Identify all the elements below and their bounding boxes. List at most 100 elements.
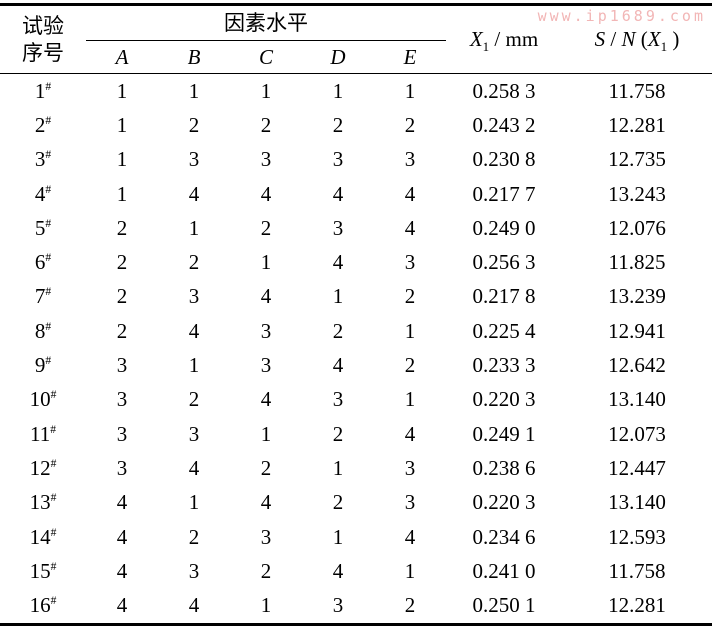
factor-level-a: 3: [116, 353, 128, 378]
sn-value: 13.140: [608, 490, 666, 515]
header-row-1: 试验 序号 因素水平 X1 / mm S / N (X1 ): [0, 4, 712, 65]
sn-value: 12.447: [608, 455, 666, 480]
factor-level-d: 2: [332, 421, 344, 446]
trial-number-header: 试验 序号: [0, 5, 86, 74]
sn-open-paren: (: [635, 27, 648, 51]
trial-number-suffix: #: [50, 526, 57, 539]
x1-value: 0.238 6: [472, 455, 536, 480]
table-row: 16# 4 4 1 3 2 0.250 1 12.281: [0, 588, 712, 624]
factor-level-c: 2: [260, 558, 272, 583]
trial-number-suffix: #: [45, 149, 52, 162]
x1-value: 0.217 8: [472, 284, 536, 309]
factor-level-c: 2: [260, 112, 272, 137]
factor-level-c: 4: [260, 387, 272, 412]
factor-level-e: 1: [404, 387, 416, 412]
orthogonal-experiment-table: 试验 序号 因素水平 X1 / mm S / N (X1 ) A B C D E…: [0, 3, 712, 626]
factor-level-d: 4: [332, 181, 344, 206]
trial-number-suffix: #: [45, 286, 52, 299]
x1-unit: / mm: [489, 27, 539, 51]
trial-number-text: 16: [29, 593, 51, 618]
trial-number-text: 6: [34, 250, 46, 275]
factor-level-d: 4: [332, 250, 344, 275]
trial-number-text: 3: [34, 147, 46, 172]
factor-level-c: 1: [260, 78, 272, 103]
factor-level-e: 4: [404, 215, 416, 240]
factor-level-d: 4: [332, 558, 344, 583]
factor-level-b: 2: [188, 250, 200, 275]
factor-level-d: 3: [332, 387, 344, 412]
factor-level-e: 4: [404, 181, 416, 206]
sn-value: 12.735: [608, 147, 666, 172]
sn-slash: /: [605, 27, 622, 51]
factor-header-C: C: [258, 44, 273, 69]
trial-number-suffix: #: [45, 252, 52, 265]
sn-value: 13.239: [608, 284, 666, 309]
factor-level-c: 3: [260, 318, 272, 343]
factor-level-d: 3: [332, 215, 344, 240]
factor-level-e: 2: [404, 593, 416, 618]
factor-level-a: 3: [116, 387, 128, 412]
table-row: 12# 3 4 2 1 3 0.238 6 12.447: [0, 451, 712, 485]
factor-level-e: 3: [404, 147, 416, 172]
trial-number: 3#: [0, 143, 86, 177]
sn-value: 11.758: [608, 78, 666, 103]
factor-level-e: 3: [404, 490, 416, 515]
x1-value: 0.230 8: [472, 147, 536, 172]
trial-number-text: 5: [34, 215, 46, 240]
factor-level-e: 1: [404, 558, 416, 583]
sn-value: 13.243: [608, 181, 666, 206]
factor-level-b: 2: [188, 524, 200, 549]
trial-number: 9#: [0, 348, 86, 382]
sn-value: 12.281: [608, 593, 666, 618]
trial-number-suffix: #: [45, 80, 52, 93]
factor-level-a: 2: [116, 318, 128, 343]
trial-number-text: 11: [29, 421, 51, 446]
factor-header-E: E: [403, 44, 417, 69]
trial-number-text: 1: [34, 78, 46, 103]
sn-value: 12.642: [608, 353, 666, 378]
x1-value: 0.233 3: [472, 353, 536, 378]
factor-level-a: 4: [116, 490, 128, 515]
table-row: 4# 1 4 4 4 4 0.217 7 13.243: [0, 177, 712, 211]
sn-n: N: [621, 27, 636, 51]
factor-level-c: 1: [260, 593, 272, 618]
factor-level-a: 2: [116, 284, 128, 309]
trial-number: 4#: [0, 177, 86, 211]
factor-level-c: 3: [260, 524, 272, 549]
trial-number: 11#: [0, 417, 86, 451]
sn-s: S: [594, 27, 606, 51]
x1-value: 0.249 0: [472, 215, 536, 240]
trial-number-text: 14: [29, 524, 51, 549]
sn-header: S / N (X1 ): [562, 5, 712, 74]
trial-number: 15#: [0, 554, 86, 588]
factor-level-a: 4: [116, 558, 128, 583]
factor-level-c: 2: [260, 455, 272, 480]
x1-header: X1 / mm: [446, 5, 562, 74]
factor-level-b: 3: [188, 558, 200, 583]
factor-level-a: 4: [116, 524, 128, 549]
factor-level-b: 3: [188, 284, 200, 309]
factor-level-b: 4: [188, 455, 200, 480]
factor-level-d: 3: [332, 147, 344, 172]
factor-header-D: D: [330, 44, 346, 69]
factor-level-c: 3: [260, 147, 272, 172]
trial-number: 12#: [0, 451, 86, 485]
factor-level-a: 4: [116, 593, 128, 618]
factor-level-d: 1: [332, 78, 344, 103]
x1-value: 0.243 2: [472, 112, 536, 137]
trial-number-suffix: #: [45, 114, 52, 127]
trial-number-suffix: #: [45, 183, 52, 196]
sn-x-symbol: X: [647, 27, 661, 51]
x1-value: 0.241 0: [472, 558, 536, 583]
trial-number: 7#: [0, 280, 86, 314]
trial-number: 13#: [0, 486, 86, 520]
factor-level-a: 3: [116, 421, 128, 446]
factor-level-b: 1: [188, 490, 200, 515]
factor-level-c: 1: [260, 421, 272, 446]
x1-value: 0.225 4: [472, 318, 536, 343]
factor-level-a: 2: [116, 215, 128, 240]
sn-value: 12.593: [608, 524, 666, 549]
table-row: 6# 2 2 1 4 3 0.256 3 11.825: [0, 245, 712, 279]
trial-number-text: 12: [29, 455, 51, 480]
